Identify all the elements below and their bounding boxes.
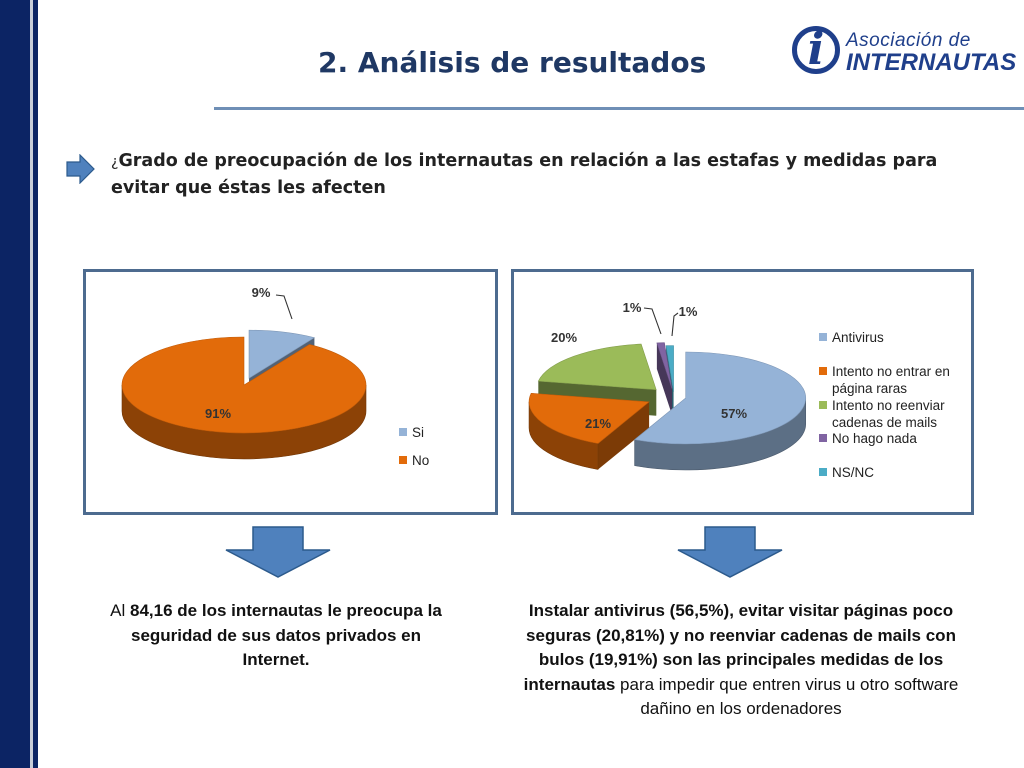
caption-left: Al 84,16 de los internautas le preocupa … [96,599,456,673]
question-mark: ¿ [111,154,119,170]
legend-label-antivirus: Antivirus [832,330,884,345]
data-label-antivirus: 57% [721,406,747,421]
legend-label-intento-no-reenviar-cadenas-de-mails: Intento no reenviar [832,398,945,413]
data-label-intento-no-reenviar-cadenas-de-mails: 20% [551,330,577,345]
caption-left-pre: Al [110,601,131,620]
legend-swatch-si [399,428,407,436]
sidebar-stripe [30,0,33,768]
leader-line-si [275,294,293,320]
data-label-no-hago-nada: 1% [623,300,642,315]
caption-right-rest: para impedir que entren virus u otro sof… [615,674,959,719]
association-logo: i Asociación de INTERNAUTAS [792,24,1016,82]
pie-slice-antivirus [633,351,807,445]
question-body: Grado de preocupación de los internautas… [111,151,938,198]
logo-text-line2: INTERNAUTAS [846,49,1017,76]
legend-label-intento-no-entrar-en-pagina-raras-1: página raras [832,381,907,396]
caption-right-bold: Instalar antivirus (56,5%), evitar visit… [523,601,956,694]
legend-swatch-antivirus [819,333,827,341]
legend-swatch-no-hago-nada [819,434,827,442]
logo-i-icon: i [807,24,825,75]
data-label-no: 91% [205,406,231,421]
down-arrow-right-icon [677,526,783,578]
pie-slice-no-hago-nada [656,342,673,389]
logo-text-line1: Asociación de [846,30,971,51]
legend-label-intento-no-reenviar-cadenas-de-mails-1: cadenas de mails [832,415,937,430]
pie-slice-no [121,336,367,434]
pie-slice-intento-no-reenviar-cadenas-de-mails [537,343,657,391]
pie-slice-intento-no-entrar-en-pagina-raras [528,392,650,444]
legend-label-si: Si [412,425,424,440]
legend-label-ns-nc: NS/NC [832,465,874,480]
caption-right: Instalar antivirus (56,5%), evitar visit… [520,599,962,722]
data-label-intento-no-entrar-en-pagina-raras: 21% [585,416,611,431]
data-label-si: 9% [252,285,271,300]
title-underline [214,107,1024,110]
bullet-arrow-icon [66,154,95,184]
slide-title: 2. Análisis de resultados [318,46,707,79]
pie-cut-no-hago-nada-0 [656,342,672,415]
legend-swatch-intento-no-entrar-en-pagina-raras [819,367,827,375]
legend-label-no-hago-nada: No hago nada [832,431,917,446]
pie-slice-si [248,329,316,379]
leader-line-no-hago-nada [643,307,662,335]
caption-left-bold: 84,16 de los internautas le preocupa la … [130,601,442,669]
logo-circle-icon [792,26,840,74]
legend-swatch-ns-nc [819,468,827,476]
legend-swatch-intento-no-reenviar-cadenas-de-mails [819,401,827,409]
question-text: ¿Grado de preocupación de los internauta… [111,148,1001,201]
chart-frame-measures: 57% 21% 20% 1% 1% Antivirus Intento no entrar … [511,269,974,515]
chart-concern: 9% 91% Si No [121,285,429,468]
pie-slice-ns-nc [665,345,674,392]
pie-cut-intento-no-entrar-en-pagina-raras-0 [597,401,650,470]
legend-label-no: No [412,453,429,468]
data-label-ns-nc: 1% [679,304,698,319]
legend-swatch-no [399,456,407,464]
legend-label-intento-no-entrar-en-pagina-raras: Intento no entrar en [832,364,950,379]
leader-line-ns-nc [671,312,679,337]
chart-frame-concern: 9% 91% Si No [83,269,498,515]
chart-measures: 57% 21% 20% 1% 1% Antivirus Intento no entrar … [528,300,950,480]
down-arrow-left-icon [225,526,331,578]
